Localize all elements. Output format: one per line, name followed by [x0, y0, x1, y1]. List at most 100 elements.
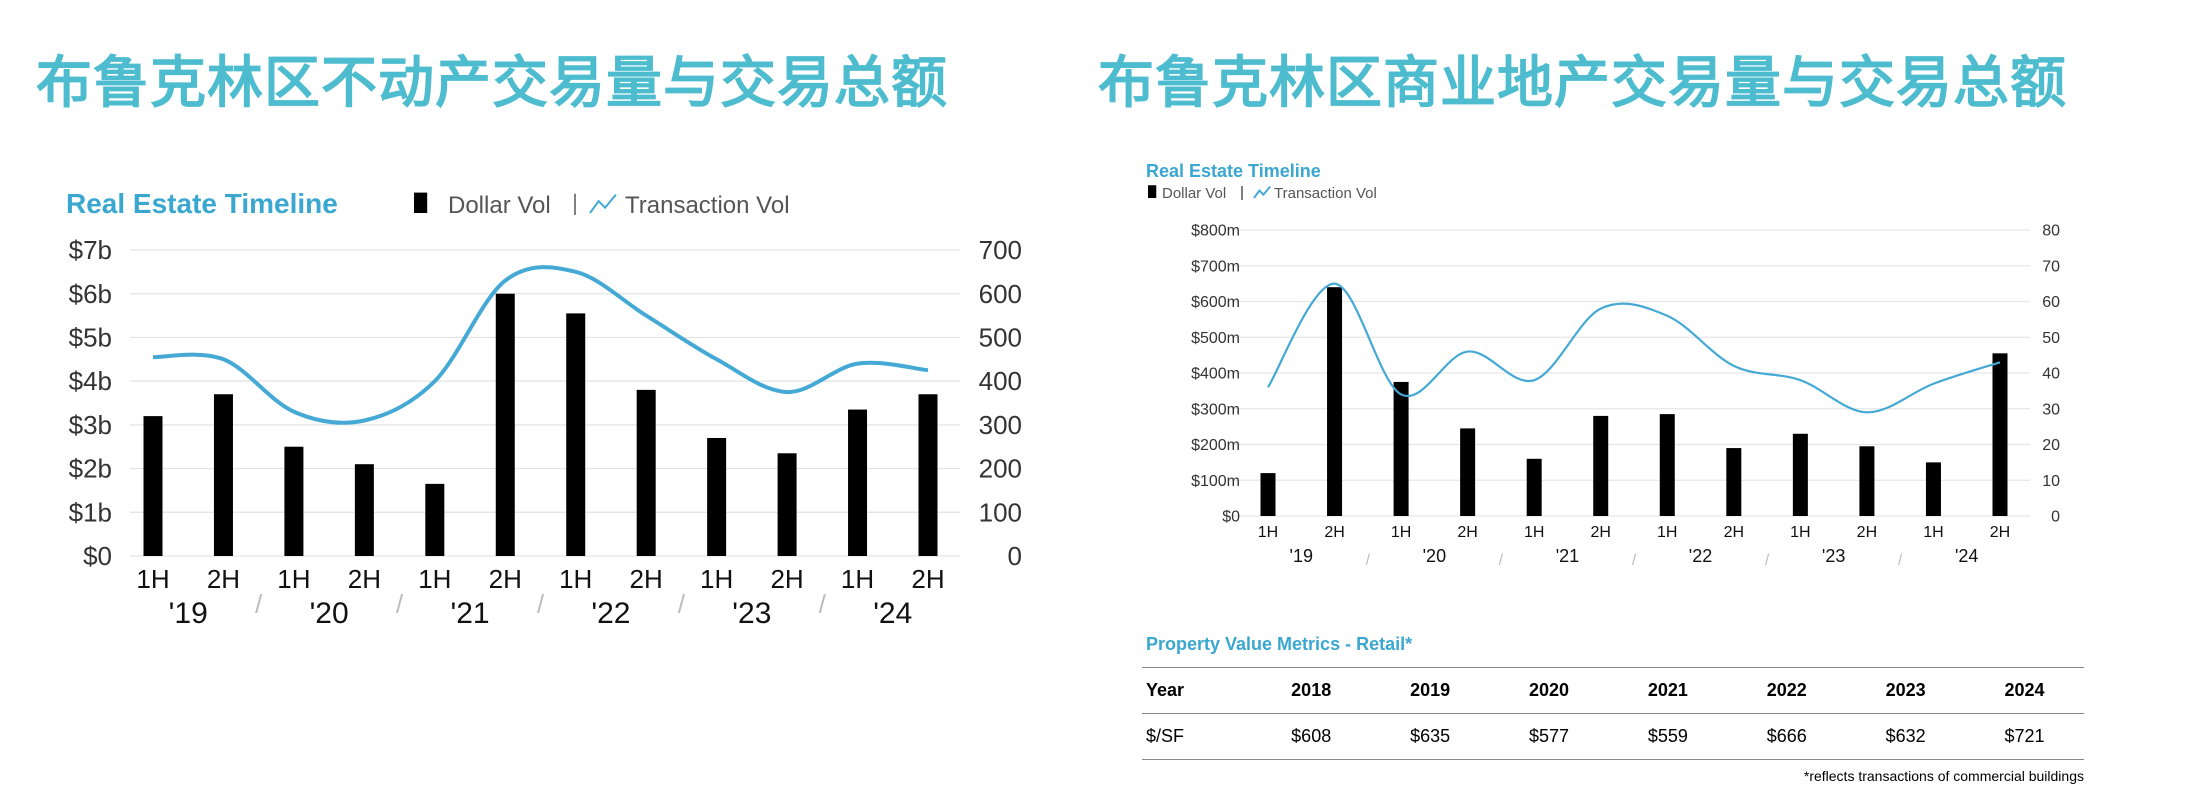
bar	[1792, 433, 1808, 516]
headline-left: 布鲁克林区不动产交易量与交易总额	[36, 51, 948, 116]
metrics-header-row: Year 2018 2019 2020 2021 2022 2023 2024	[1142, 667, 2084, 714]
y-left-tick-label: $2b	[69, 454, 112, 484]
group-separator: /	[819, 591, 827, 619]
y-left-tick-label: $600m	[1191, 294, 1240, 311]
bar	[1925, 462, 1941, 516]
y-left-tick-label: $0	[83, 541, 112, 571]
x-tick-label: 2H	[489, 564, 522, 594]
y-left-tick-label: $700m	[1191, 258, 1240, 275]
x-tick-label: 1H	[1790, 524, 1810, 541]
metrics-cell: $635	[1410, 726, 1451, 746]
y-left-tick-label: $200m	[1191, 437, 1240, 454]
series-line	[152, 265, 929, 425]
bar	[1260, 473, 1276, 516]
metrics-cell: $577	[1528, 726, 1569, 746]
metrics-row: $/SF $608 $635 $577 $559 $666 $632 $721	[1142, 714, 2084, 760]
x-group-label: '23	[732, 597, 771, 630]
y-right-tick-label: 300	[979, 410, 1022, 440]
bar	[566, 313, 586, 556]
x-tick-label: 1H	[700, 564, 733, 594]
metrics-cell: $559	[1647, 726, 1688, 746]
metrics-header-cell: 2021	[1647, 680, 1688, 700]
x-tick-label: 2H	[207, 564, 240, 594]
metrics-table: Year 2018 2019 2020 2021 2022 2023 2024 …	[1142, 667, 2084, 760]
y-left-tick-label: $1b	[69, 497, 112, 527]
headline-right: 布鲁克林区商业地产交易量与交易总额	[1098, 51, 2067, 116]
y-left-tick-label: $100m	[1191, 473, 1240, 490]
x-tick-label: 1H	[1258, 524, 1278, 541]
group-separator: /	[255, 591, 263, 619]
x-tick-label: 1H	[1391, 524, 1411, 541]
bar	[918, 394, 938, 556]
y-right-tick-label: 70	[2042, 258, 2060, 275]
bar	[495, 293, 515, 556]
y-left-tick-label: $800m	[1191, 223, 1240, 240]
property-metrics: Property Value Metrics - Retail* Year 20…	[1142, 634, 2084, 784]
y-right-tick-label: 0	[2051, 509, 2060, 526]
group-separator: /	[396, 591, 404, 619]
x-group-label: '20	[310, 597, 349, 630]
x-tick-label: 2H	[1591, 524, 1611, 541]
x-tick-label: 1H	[136, 564, 169, 594]
bar	[213, 394, 233, 556]
metrics-cell: $632	[1885, 726, 1926, 746]
chart-title: Real Estate Timeline	[1146, 161, 1321, 181]
legend-line-label: Transaction Vol	[625, 192, 790, 219]
x-tick-label: 2H	[1457, 524, 1477, 541]
group-separator: /	[1499, 552, 1504, 569]
group-separator: /	[537, 591, 545, 619]
bar	[1992, 353, 2008, 516]
bar	[1726, 448, 1742, 516]
x-tick-label: 2H	[1724, 524, 1744, 541]
x-tick-label: 2H	[1857, 524, 1877, 541]
bar	[707, 437, 727, 556]
x-tick-label: 1H	[559, 564, 592, 594]
x-tick-label: 2H	[1324, 524, 1344, 541]
y-left-tick-label: $400m	[1191, 366, 1240, 383]
y-right-tick-label: 40	[2042, 366, 2060, 383]
x-tick-label: 2H	[911, 564, 944, 594]
metrics-cell: $666	[1766, 726, 1807, 746]
y-right-tick-label: 30	[2042, 401, 2060, 418]
metrics-header-cell: 2024	[2004, 680, 2045, 700]
x-tick-label: 1H	[1524, 524, 1544, 541]
metrics-header-cell: 2023	[1885, 680, 1926, 700]
bar	[1526, 458, 1542, 516]
bar	[1393, 381, 1409, 516]
bar	[777, 453, 797, 556]
y-right-tick-label: 400	[979, 366, 1022, 396]
x-tick-label: 1H	[1657, 524, 1677, 541]
metrics-footnote: *reflects transactions of commercial bui…	[1803, 768, 2084, 784]
legend-bar-swatch	[1148, 185, 1157, 198]
y-left-tick-label: $500m	[1191, 330, 1240, 347]
x-tick-label: 2H	[770, 564, 803, 594]
metrics-cell: $/SF	[1146, 726, 1185, 746]
x-group-label: '22	[1689, 546, 1712, 566]
y-right-tick-label: 500	[979, 323, 1022, 353]
metrics-header-cell: 2018	[1291, 680, 1332, 700]
metrics-header-cell: 2020	[1528, 680, 1569, 700]
group-separator: /	[1366, 552, 1371, 569]
bar	[1593, 415, 1609, 516]
y-left-tick-label: $4b	[69, 366, 112, 396]
y-right-tick-label: 10	[2042, 473, 2060, 490]
series-line	[1267, 282, 2001, 414]
x-group-label: '20	[1423, 546, 1446, 566]
metrics-cell: $721	[2004, 726, 2045, 746]
x-tick-label: 2H	[348, 564, 381, 594]
y-left-tick-label: $7b	[69, 235, 112, 265]
bar	[1327, 287, 1343, 516]
bar	[1460, 428, 1476, 516]
legend-line-icon	[1253, 185, 1271, 199]
y-left-tick-label: $0	[1222, 509, 1240, 526]
legend-line-label: Transaction Vol	[1274, 185, 1377, 202]
y-right-tick-label: 80	[2042, 223, 2060, 240]
x-tick-label: 2H	[1990, 524, 2010, 541]
y-left-tick-label: $3b	[69, 410, 112, 440]
bar	[636, 389, 656, 556]
x-group-label: '23	[1822, 546, 1845, 566]
y-right-tick-label: 700	[979, 235, 1022, 265]
y-left-tick-label: $6b	[69, 279, 112, 309]
